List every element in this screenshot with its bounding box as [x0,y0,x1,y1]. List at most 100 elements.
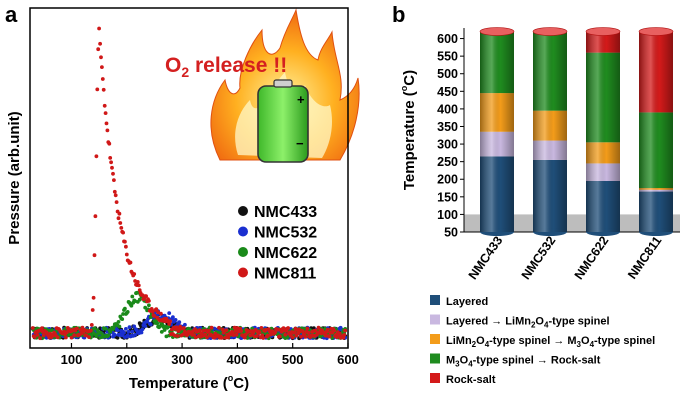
data-point [259,326,264,330]
data-point [155,321,160,326]
panel-a-label: a [5,2,18,27]
data-point [91,295,96,300]
bar-top [532,27,568,36]
data-point [116,320,121,324]
legend-marker [238,206,248,216]
data-point [303,335,308,339]
y-tick-label: 50 [444,226,458,240]
data-point [87,335,91,339]
data-point [173,318,178,322]
legend-marker [238,267,248,278]
data-point [126,329,131,334]
data-point [223,335,228,340]
data-point [114,200,119,205]
legend-swatch [430,314,440,325]
data-point [159,311,163,316]
x-tick-label: 500 [282,352,304,367]
data-point [103,326,108,331]
data-point [343,328,348,333]
data-point [124,252,129,257]
legend-label: NMC622 [254,245,317,262]
x-axis-label: Temperature (oC) [129,373,249,392]
data-point [132,324,137,329]
data-point [327,334,332,339]
data-point [261,336,266,340]
data-point [88,328,93,333]
data-point [100,77,105,81]
data-point [92,253,97,258]
data-point [177,320,182,325]
data-point [183,322,187,327]
x-tick-label: 600 [337,352,359,367]
data-point [110,165,114,170]
data-point [104,121,109,126]
data-point [30,326,35,330]
legend-swatch [430,373,440,383]
data-point [224,328,229,332]
data-point [150,309,155,314]
data-point [341,335,346,340]
data-point [205,335,209,340]
data-point [143,305,148,310]
data-point [277,334,282,339]
data-point [140,327,145,332]
legend-label: Layered → LiMn2O4-type spinel [446,316,610,330]
bar-shading [639,31,673,232]
data-point [115,328,120,333]
data-point [273,330,278,335]
data-point [152,314,157,318]
y-tick-label: 300 [437,138,458,152]
bar-top [585,27,621,36]
data-point [123,306,127,311]
data-point [112,333,117,337]
data-point [125,310,130,314]
data-point [136,283,141,288]
legend-marker [238,247,248,257]
y-tick-label: 500 [437,67,458,81]
legend-label: NMC811 [254,266,316,283]
legend: Layered Layered → LiMn2O4-type spinel LiMn… [430,295,655,386]
data-point [197,328,202,332]
data-point [181,332,185,337]
data-point [292,330,297,335]
battery-plus-icon: + [297,92,305,107]
bar-top [479,27,515,36]
data-point [182,326,186,330]
data-point [217,325,221,330]
data-point [93,214,98,219]
data-point [318,334,323,339]
data-point [121,312,125,316]
data-point [201,329,206,333]
data-point [89,323,94,327]
data-point [203,332,208,337]
data-point [118,221,123,225]
data-point [97,26,101,31]
y-tick-label: 350 [437,120,458,134]
data-point [98,41,102,46]
data-point [206,328,211,333]
data-point [69,335,74,340]
bar-top [638,27,674,36]
data-point [305,326,310,331]
legend-swatch [430,295,440,305]
data-point [254,334,259,338]
legend: NMC433 NMC532 NMC622 NMC811 [238,204,317,283]
y-axis-label: Temperature (oC) [399,70,418,190]
data-point [41,333,46,338]
y-tick-label: 200 [437,173,458,187]
data-point [299,334,303,339]
data-point [112,189,117,194]
data-point [112,325,116,330]
legend-swatch [430,334,440,344]
data-point [332,328,337,333]
data-point [117,211,122,216]
data-point [175,334,180,338]
data-point [283,332,288,337]
legend-swatch [430,353,440,364]
data-point [124,244,128,249]
o2-release-annotation: O2 release !! [165,54,287,80]
data-point [306,330,311,335]
bar-nmc811 [638,27,674,236]
data-point [167,311,172,315]
y-tick-label: 250 [437,155,458,169]
